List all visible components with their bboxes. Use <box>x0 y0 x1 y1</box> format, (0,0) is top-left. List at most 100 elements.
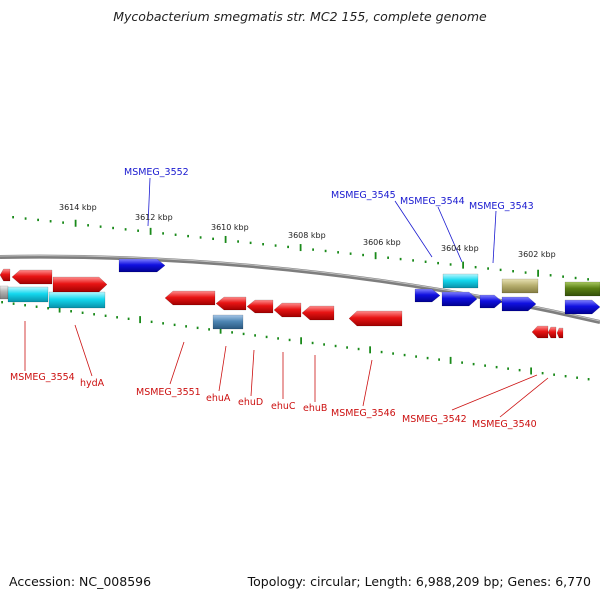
minor-tick <box>277 337 279 340</box>
minor-tick <box>124 228 127 231</box>
major-tick <box>300 337 302 345</box>
minor-tick <box>553 373 555 376</box>
gene-label[interactable]: ehuA <box>206 393 231 404</box>
gene-label[interactable]: MSMEG_3542 <box>402 414 467 425</box>
minor-tick <box>62 221 64 224</box>
minor-tick <box>12 216 14 219</box>
minor-tick <box>461 361 463 364</box>
gene-arrow[interactable] <box>501 296 537 312</box>
gene-features <box>0 258 600 339</box>
major-tick <box>537 269 539 277</box>
minor-tick <box>208 328 210 331</box>
minor-tick <box>562 275 564 278</box>
minor-tick <box>387 256 389 259</box>
gene-arrow[interactable] <box>0 268 11 282</box>
gene-arrow[interactable] <box>48 291 106 309</box>
major-tick <box>462 261 464 269</box>
accession-text: Accession: NC_008596 <box>9 574 152 589</box>
gene-arrow[interactable] <box>564 299 600 315</box>
minor-tick <box>576 376 578 379</box>
minor-tick <box>380 350 383 354</box>
gene-label[interactable]: ehuC <box>271 401 296 412</box>
minor-tick <box>137 229 139 232</box>
minor-tick <box>47 307 49 310</box>
minor-tick <box>104 314 107 317</box>
minor-tick <box>437 261 439 265</box>
minor-tick <box>507 367 509 370</box>
gene-label[interactable]: MSMEG_3544 <box>400 196 465 207</box>
gene-arrow[interactable] <box>215 296 247 311</box>
gene-label[interactable]: MSMEG_3543 <box>469 201 534 212</box>
gene-label[interactable]: MSMEG_3554 <box>10 372 75 383</box>
gene-label[interactable]: MSMEG_3546 <box>331 408 396 419</box>
minor-tick <box>472 362 475 366</box>
major-tick <box>58 305 61 313</box>
gene-arrow[interactable] <box>273 302 302 318</box>
gene-arrow[interactable] <box>301 305 335 321</box>
gene-arrow[interactable] <box>7 286 49 303</box>
minor-tick <box>35 305 38 308</box>
gene-arrow[interactable] <box>556 327 564 339</box>
label-leader-line <box>451 374 538 411</box>
gene-label[interactable]: ehuB <box>303 403 327 414</box>
gene-arrow[interactable] <box>11 269 53 285</box>
major-tick <box>530 367 532 375</box>
gene-arrow[interactable] <box>441 291 478 307</box>
tick-row-lower <box>1 301 590 381</box>
minor-tick <box>173 323 176 327</box>
minor-tick <box>337 251 339 254</box>
minor-tick <box>362 253 364 257</box>
gene-arrow[interactable] <box>501 278 539 294</box>
major-tick <box>149 227 152 235</box>
tick-label: 3610 kbp <box>211 223 249 232</box>
tick-label: 3602 kbp <box>518 250 556 259</box>
minor-tick <box>212 237 214 241</box>
gene-arrow[interactable] <box>118 258 166 273</box>
gene-arrow[interactable] <box>348 310 403 327</box>
gene-arrow[interactable] <box>246 299 274 314</box>
gene-label[interactable]: MSMEG_3540 <box>472 419 537 430</box>
gene-label[interactable]: hydA <box>80 378 105 389</box>
minor-tick <box>262 243 264 246</box>
gene-arrow[interactable] <box>212 314 244 330</box>
minor-tick <box>12 302 15 305</box>
genome-info-text: Topology: circular; Length: 6,988,209 bp… <box>247 574 591 589</box>
minor-tick <box>349 252 352 255</box>
minor-tick <box>287 245 289 249</box>
minor-tick <box>324 249 327 253</box>
gene-arrow[interactable] <box>479 294 503 309</box>
tick-label: 3614 kbp <box>59 203 97 212</box>
gene-label[interactable]: ehuD <box>238 397 263 408</box>
gene-arrow[interactable] <box>52 276 108 293</box>
minor-tick <box>311 341 314 345</box>
major-tick <box>369 346 371 354</box>
minor-tick <box>403 353 406 357</box>
minor-tick <box>426 356 429 360</box>
gene-arrow[interactable] <box>414 288 441 303</box>
minor-tick <box>127 317 130 321</box>
gene-label[interactable]: MSMEG_3545 <box>331 190 396 201</box>
minor-tick <box>265 335 268 339</box>
gene-label[interactable]: MSMEG_3552 <box>124 167 189 178</box>
label-leader-line <box>218 345 227 392</box>
minor-tick <box>249 241 252 245</box>
gene-arrow[interactable] <box>442 273 479 289</box>
minor-tick <box>99 225 102 228</box>
minor-tick <box>312 248 314 251</box>
gene-arrow[interactable] <box>564 281 600 297</box>
minor-tick <box>187 234 189 238</box>
minor-tick <box>499 268 502 272</box>
major-tick <box>374 252 377 260</box>
tick-label: 3606 kbp <box>363 238 401 247</box>
tick-row-upper <box>12 216 589 281</box>
minor-tick <box>162 232 164 235</box>
gene-arrow[interactable] <box>164 290 216 306</box>
minor-tick <box>484 364 486 367</box>
gene-arrow[interactable] <box>547 326 557 339</box>
gene-arrow[interactable] <box>0 285 9 300</box>
gene-arrow[interactable] <box>531 325 549 339</box>
gene-label[interactable]: MSMEG_3551 <box>136 387 201 398</box>
minor-tick <box>574 276 577 280</box>
major-tick <box>449 356 452 364</box>
